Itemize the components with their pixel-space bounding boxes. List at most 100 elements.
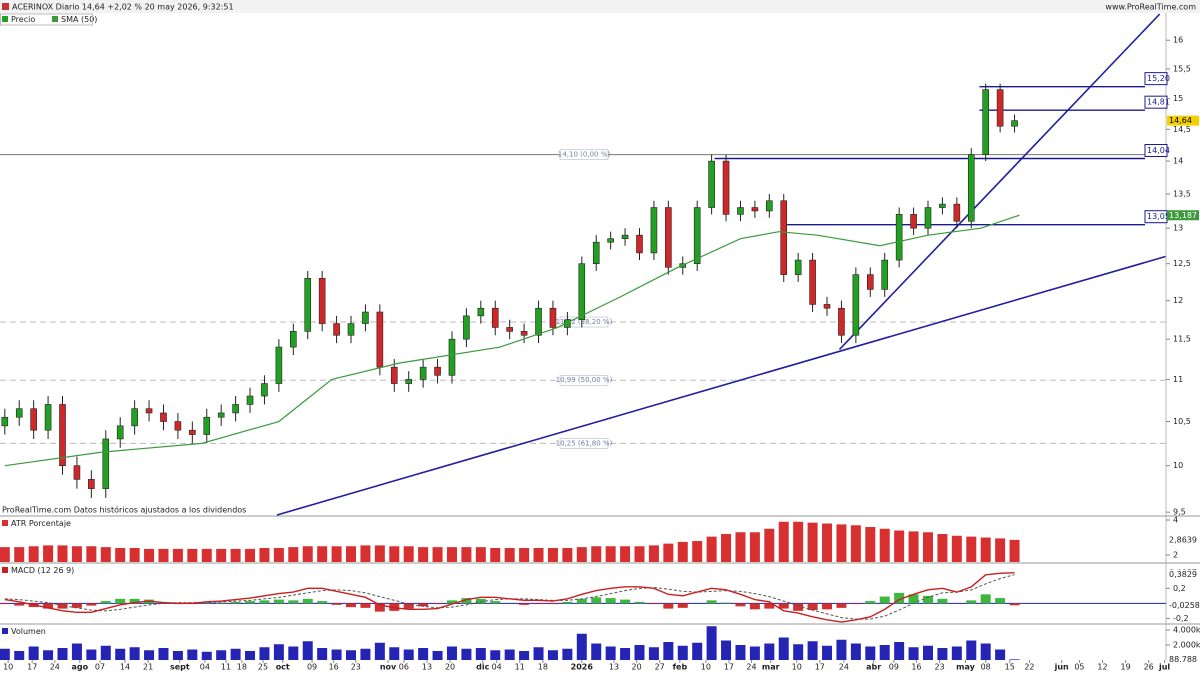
y-tick-label: 2 [1173,551,1178,560]
panel-swatch [2,520,8,526]
macd-line [4,571,1015,623]
level-label: 13,05 [1147,212,1170,221]
candle-body [261,383,268,397]
candle-body [73,465,81,480]
bar [706,536,717,562]
histogram-bar [346,603,357,608]
last-price-box [1167,115,1199,126]
fib-label-box [559,438,609,449]
candle-body [318,277,326,324]
bar [519,651,530,660]
level-box [1144,95,1168,109]
bar [519,548,530,562]
histogram-bar [317,601,328,604]
x-tick-label: 13 [609,663,619,672]
bar [836,524,847,562]
x-tick-label: jul [1158,663,1170,672]
candle-body [491,307,499,328]
candle-body [607,238,614,243]
x-tick-label: 17 [815,663,825,672]
x-tick-label: 17 [724,663,734,672]
x-tick-label: 11 [221,663,231,672]
sma-last-box [1167,210,1199,221]
x-tick-label: ago [72,663,89,672]
last-value: 2,8639 [1169,535,1197,544]
candle-body [794,259,802,275]
candle-body [751,207,759,212]
candle-body [347,323,355,336]
bar [692,642,703,660]
bar [418,648,429,660]
x-tick-label: 12 [1097,663,1107,672]
x-tick-label: 18 [237,663,247,672]
panel-title: MACD (12 26 9) [11,566,74,575]
bar [389,647,400,660]
histogram-bar [403,603,414,609]
bar [749,532,760,562]
histogram-bar [374,603,385,612]
bar [793,644,804,660]
x-tick-label: 17 [27,663,37,672]
candle-body [362,311,369,324]
source-note: ProRealTime.com Datos históricos ajustad… [2,505,246,515]
bar [346,650,357,660]
bar [778,521,789,562]
bar [879,528,890,562]
candle-body [390,366,398,384]
histogram-bar [778,603,789,609]
candle-body [1,416,9,427]
bar [172,548,183,562]
histogram-bar [14,603,25,606]
x-tick-label: abr [866,663,881,672]
candle-body [881,259,889,290]
bar [605,546,616,562]
histogram-bar [245,601,256,604]
bar [245,548,256,562]
candle-body [578,263,586,321]
histogram-bar [100,601,111,604]
histogram-bar [562,601,573,604]
x-tick-label: 16 [911,663,921,672]
last-value-box [1167,654,1199,665]
candle-body [434,366,441,376]
histogram-bar [749,603,760,610]
bar [0,648,10,660]
bar [533,647,544,660]
candle-body [217,412,225,418]
histogram-bar [302,598,313,604]
bar [764,643,775,660]
bar [172,651,183,660]
bar [648,647,659,660]
bar [620,648,631,660]
bar [504,649,515,660]
bar [28,646,39,660]
histogram-bar [922,595,933,604]
bar [461,648,472,660]
x-tick-label: 26 [1144,663,1154,672]
bar [995,649,1006,660]
candle-body [174,421,182,431]
fib-label: 14,10 (0,00 %) [558,151,610,159]
candle-body [189,429,196,435]
bar [749,646,760,660]
bar [360,648,371,660]
histogram-bar [360,603,371,608]
bar [216,650,227,660]
bar [201,651,212,660]
bar [302,546,313,562]
bar [57,648,68,660]
candle-body [996,89,1004,127]
bar [14,651,25,660]
histogram-bar [129,598,140,604]
bar [951,535,962,562]
x-tick-label: 24 [746,663,756,672]
bar [403,546,414,562]
candle-body [59,404,66,467]
histogram-bar [908,594,919,604]
x-tick-label: 20 [632,663,642,672]
candle-body [102,438,110,489]
y-tick-label: -0,2 [1173,614,1189,623]
x-tick-label: oct [276,663,290,672]
candle-body [116,425,124,440]
histogram-bar [937,598,948,604]
